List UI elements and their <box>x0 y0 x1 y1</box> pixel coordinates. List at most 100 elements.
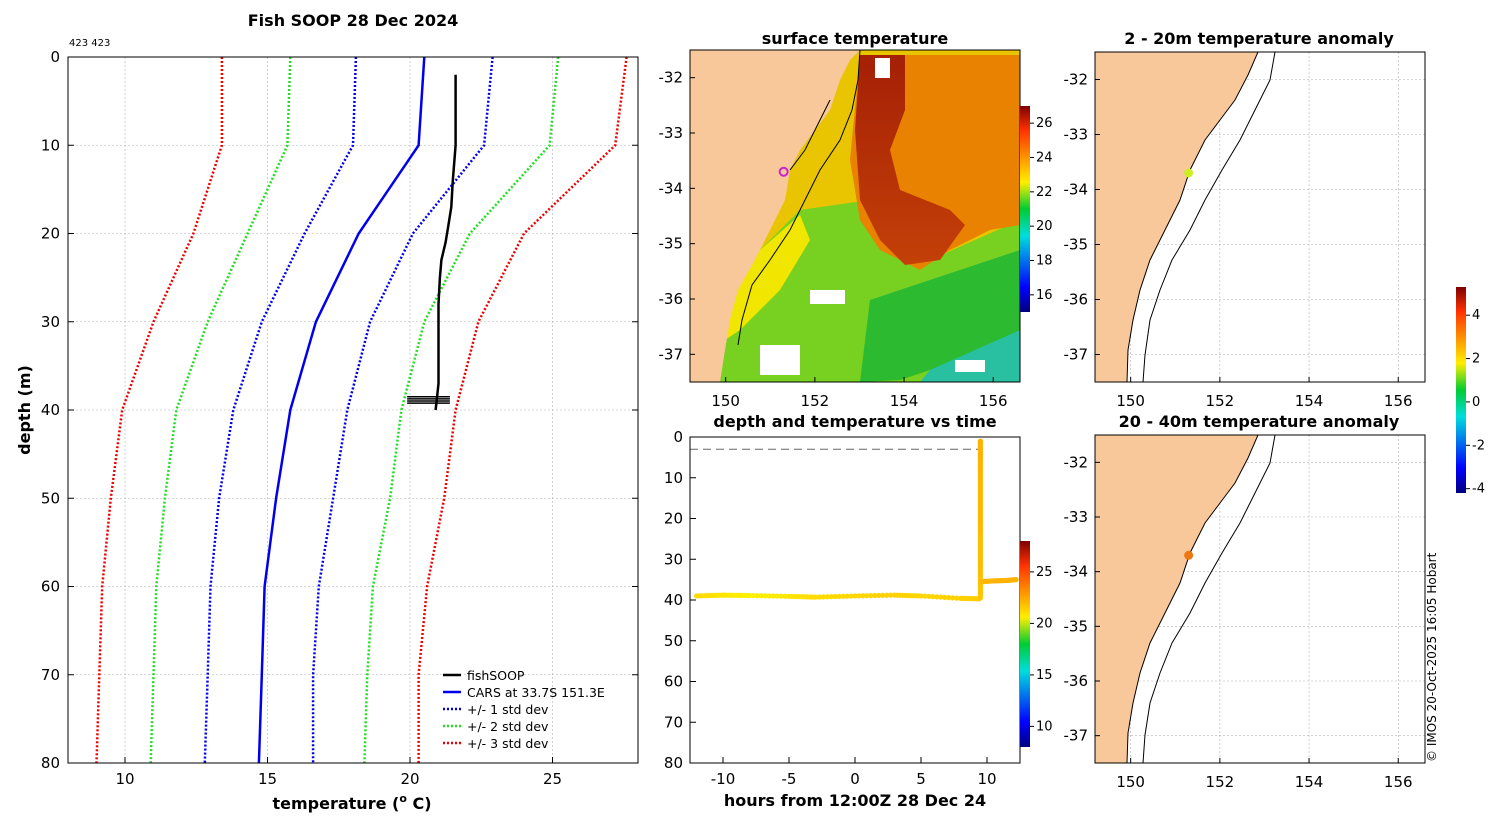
map-ytick-label: -35 <box>659 235 684 253</box>
map-xtick-label: 150 <box>1116 773 1145 791</box>
map-ytick-label: -32 <box>1064 453 1089 471</box>
map-xtick-label: 150 <box>711 392 740 410</box>
ts-point <box>832 593 838 600</box>
map-ytick-label: -35 <box>1064 236 1089 254</box>
profile-xtick-label: 15 <box>258 770 277 788</box>
ts-xtick-label: -5 <box>782 770 797 788</box>
ts-point <box>884 592 890 598</box>
cars-line <box>257 56 426 764</box>
ts-point <box>872 592 878 599</box>
std3-low-line <box>95 57 224 764</box>
map-ytick-label: -37 <box>1064 346 1089 364</box>
profile-xlabel: temperature (o C) <box>272 792 431 813</box>
ts-point <box>824 594 830 600</box>
anom1-ticks: 150 152 154 156 -32 -33 -34 -35 -36 -37 <box>1064 71 1413 411</box>
ts-point <box>1013 577 1019 583</box>
anom-cbar-label: -4 <box>1472 482 1485 497</box>
sst-cloud-1 <box>810 290 845 304</box>
profile-legend: fishSOOP CARS at 33.7S 151.3E +/- 1 std … <box>443 668 605 751</box>
anom2-frame <box>1094 434 1426 764</box>
sst-title: surface temperature <box>762 29 949 48</box>
ts-point <box>934 594 940 600</box>
profile-xtick-label: 10 <box>115 770 134 788</box>
sst-cloud-2 <box>760 345 800 375</box>
sst-cbar-label: 22 <box>1036 185 1053 200</box>
ts-xtick-label: 0 <box>850 770 860 788</box>
profile-id-label: 423 423 <box>69 38 110 49</box>
ts-point <box>816 594 822 600</box>
map-ytick-label: -34 <box>1064 181 1089 199</box>
sst-cbar-label: 20 <box>1036 219 1053 234</box>
legend-label-std3: +/- 3 std dev <box>467 736 549 751</box>
ts-xtick-label: 10 <box>977 770 996 788</box>
profile-panel: Fish SOOP 28 Dec 2024 423 423 10 15 20 2501… <box>15 11 639 813</box>
ts-point <box>848 593 854 599</box>
profile-ylabel: depth (m) <box>15 365 34 455</box>
ts-point <box>750 592 756 599</box>
ts-point <box>860 593 866 599</box>
ts-point <box>840 593 846 599</box>
legend-label-std1: +/- 1 std dev <box>467 702 549 717</box>
profile-ytick-label: 60 <box>41 578 60 596</box>
map-xtick-label: 154 <box>1295 392 1324 410</box>
ts-ytick-label: 60 <box>664 673 683 691</box>
sst-land <box>690 50 860 382</box>
ts-points <box>694 438 1019 602</box>
timeseries-panel: depth and temperature vs time -10 -5 0 5 10 0… <box>664 412 1053 810</box>
profile-xtick-label: 25 <box>543 770 562 788</box>
anom1-panel: 2 - 20m temperature anomaly 150 152 154 156… <box>1064 29 1426 410</box>
map-ytick-label: -36 <box>1064 672 1089 690</box>
map-xtick-label: 156 <box>979 392 1008 410</box>
profile-grid <box>68 56 638 764</box>
anom1-location-marker <box>1184 168 1194 178</box>
legend-label-std2: +/- 2 std dev <box>467 719 549 734</box>
ts-ytick-label: 20 <box>664 510 683 528</box>
profile-title: Fish SOOP 28 Dec 2024 <box>248 11 458 30</box>
ts-point <box>758 593 764 599</box>
anom1-title: 2 - 20m temperature anomaly <box>1124 29 1394 48</box>
ts-title: depth and temperature vs time <box>713 412 996 431</box>
anom1-land <box>1094 51 1259 383</box>
profile-ticks: 10 15 20 25 0 10 20 30 40 50 60 70 80 <box>41 48 638 788</box>
profile-ytick-label: 80 <box>41 754 60 772</box>
sst-field-cyan <box>920 330 1020 382</box>
map-xtick-label: 154 <box>890 392 919 410</box>
anom1-frame <box>1094 51 1426 383</box>
profile-ytick-label: 40 <box>41 401 60 419</box>
map-ytick-label: -36 <box>1064 291 1089 309</box>
ts-point <box>762 593 768 599</box>
profile-ytick-label: 50 <box>41 489 60 507</box>
anom-cbar-label: 0 <box>1472 395 1480 410</box>
std2-high-line <box>363 56 560 764</box>
anom-cbar-label: -2 <box>1472 438 1485 453</box>
ts-point <box>938 594 944 600</box>
ts-cbar-label: 10 <box>1036 719 1053 734</box>
sst-location-marker <box>778 166 789 177</box>
ts-ytick-label: 30 <box>664 550 683 568</box>
ts-point <box>926 593 932 600</box>
ts-point <box>856 593 862 599</box>
sst-cloud-4 <box>955 360 985 372</box>
map-xtick-label: 156 <box>1384 392 1413 410</box>
ts-point <box>770 593 776 599</box>
ts-point <box>746 592 753 599</box>
ts-ytick-label: 80 <box>664 754 683 772</box>
ts-point <box>946 595 952 601</box>
ts-cbar-label: 15 <box>1036 668 1053 683</box>
std3-high-line <box>417 56 628 763</box>
ts-point <box>930 594 936 600</box>
ts-colorbar <box>1020 541 1030 747</box>
profile-ytick-label: 70 <box>41 666 60 684</box>
map-xtick-label: 152 <box>1206 773 1235 791</box>
profile-ytick-label: 30 <box>41 313 60 331</box>
profile-ytick-label: 0 <box>50 48 60 66</box>
profile-lines <box>95 56 628 764</box>
sst-cbar-label: 24 <box>1036 151 1053 166</box>
fishsoop-line <box>434 74 457 411</box>
ts-ytick-label: 0 <box>673 428 683 446</box>
map-ytick-label: -32 <box>1064 71 1089 89</box>
map-ytick-label: -33 <box>1064 126 1089 144</box>
ts-point <box>880 592 886 598</box>
ts-point <box>778 593 784 599</box>
anom1-bathy-contour <box>1142 51 1276 383</box>
